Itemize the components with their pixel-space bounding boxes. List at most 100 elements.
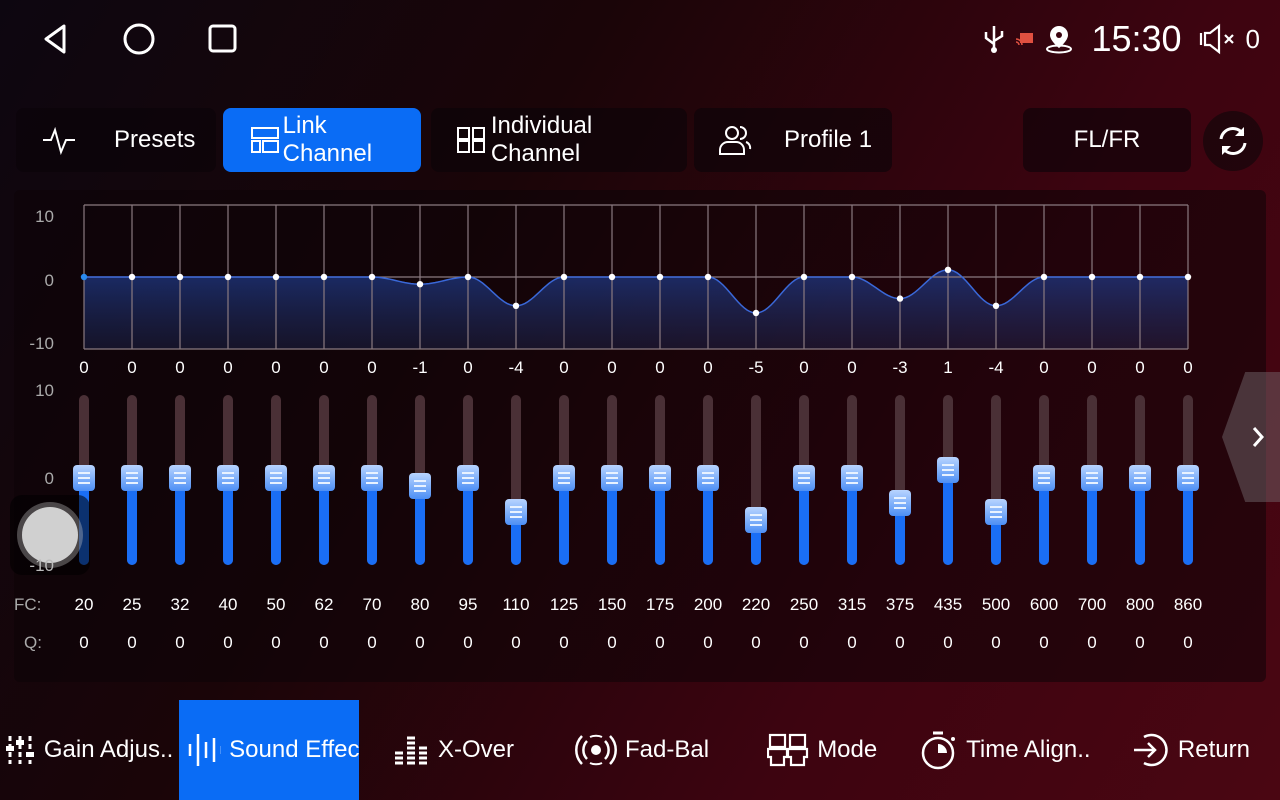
slider-handle[interactable] <box>217 465 239 491</box>
slider-handle[interactable] <box>313 465 335 491</box>
fc-value: 500 <box>981 595 1011 614</box>
bottom-label: X-Over <box>437 736 514 763</box>
eq-point <box>1136 273 1144 281</box>
bottom-label: Sound Effec <box>229 736 360 763</box>
fc-value: 600 <box>1029 595 1059 614</box>
q-row-label: Q: <box>24 633 42 652</box>
slider-handle[interactable] <box>1033 465 1055 491</box>
eq-point <box>464 273 472 281</box>
slider-handle[interactable] <box>745 507 767 533</box>
slider-fill <box>1087 478 1097 565</box>
gain-value-label: -1 <box>412 358 428 377</box>
slider-handle[interactable] <box>1177 465 1199 491</box>
eq-point <box>368 273 376 281</box>
bottom-gain-adjust[interactable]: Gain Adjus.. <box>0 700 179 800</box>
tab-presets[interactable]: Presets <box>16 108 216 172</box>
reset-button[interactable] <box>1203 111 1263 171</box>
slider-track[interactable] <box>751 395 761 565</box>
cast-icon <box>1016 33 1034 46</box>
users-icon <box>719 126 752 155</box>
channel-select-button[interactable]: FL/FR <box>1023 108 1191 172</box>
eq-panel <box>14 190 1266 682</box>
eq-point <box>608 273 616 281</box>
return-icon <box>1133 733 1168 767</box>
eq-point <box>80 273 88 281</box>
bottom-fad-bal[interactable]: Fad-Bal <box>549 700 736 800</box>
slider-track[interactable] <box>991 395 1001 565</box>
sound-wave-icon <box>188 734 222 766</box>
q-value: 0 <box>943 633 953 652</box>
slider-y-label: 10 <box>35 381 54 400</box>
slider-handle[interactable] <box>793 465 815 491</box>
refresh-icon <box>1219 127 1247 155</box>
slider-handle[interactable] <box>73 465 95 491</box>
fc-value: 800 <box>1125 595 1155 614</box>
slider-handle[interactable] <box>985 498 1007 525</box>
gain-value-label: -3 <box>892 358 908 377</box>
eq-curve-graph <box>80 204 1192 350</box>
slider-handle[interactable] <box>553 465 575 491</box>
gain-value-label: -4 <box>988 358 1004 377</box>
waveform-icon <box>43 126 75 155</box>
fc-value: 250 <box>789 595 819 614</box>
eq-point <box>1184 273 1192 281</box>
gain-value-label: 1 <box>943 358 953 377</box>
tab-profile[interactable]: Profile 1 <box>694 108 892 172</box>
q-value: 0 <box>223 633 233 652</box>
bottom-x-over[interactable]: X-Over <box>359 700 548 800</box>
bottom-mode[interactable]: Mode <box>736 700 909 800</box>
slider-handle[interactable] <box>409 473 431 500</box>
slider-fill <box>991 511 1001 565</box>
slider-handle[interactable] <box>1081 465 1103 491</box>
tab-individual-channel[interactable]: Individual Channel <box>431 108 687 172</box>
slider-handle[interactable] <box>1129 465 1151 491</box>
eq-point <box>1040 273 1048 281</box>
slider-fill <box>511 511 521 565</box>
slider-handle[interactable] <box>697 465 719 491</box>
gain-value-label: 0 <box>319 358 329 377</box>
fc-value: 220 <box>741 595 771 614</box>
q-value: 0 <box>559 633 569 652</box>
slider-track[interactable] <box>511 395 521 565</box>
slider-fill <box>463 478 473 565</box>
slider-fill <box>703 478 713 565</box>
gain-value-label: 0 <box>463 358 473 377</box>
recents-icon[interactable] <box>208 24 238 54</box>
gain-value-label: 0 <box>703 358 713 377</box>
bottom-label: Time Align.. <box>966 736 1091 763</box>
gain-value-label: 0 <box>1135 358 1145 377</box>
q-value: 0 <box>1087 633 1097 652</box>
tab-link-channel[interactable]: Link Channel <box>223 108 421 172</box>
slider-handle[interactable] <box>361 465 383 491</box>
eq-point <box>704 273 712 281</box>
slider-fill <box>175 478 185 565</box>
home-icon[interactable] <box>122 22 156 56</box>
slider-handle[interactable] <box>937 456 959 483</box>
grid-icon <box>457 127 485 153</box>
bottom-label: Gain Adjus.. <box>43 736 174 763</box>
fc-value: 70 <box>362 595 382 614</box>
slider-handle[interactable] <box>841 465 863 491</box>
slider-handle[interactable] <box>889 490 911 517</box>
bottom-return[interactable]: Return <box>1102 700 1280 800</box>
bottom-sound-effect[interactable]: Sound Effec <box>179 700 360 800</box>
back-icon[interactable] <box>40 22 72 56</box>
graph-y-label: 10 <box>35 207 54 226</box>
slider-handle[interactable] <box>649 465 671 491</box>
eq-point <box>224 273 232 281</box>
bottom-time-align[interactable]: Time Align.. <box>909 700 1102 800</box>
q-value: 0 <box>703 633 713 652</box>
slider-track[interactable] <box>895 395 905 565</box>
floating-assistive-button[interactable] <box>10 495 90 575</box>
fc-value: 125 <box>549 595 579 614</box>
slider-handle[interactable] <box>601 465 623 491</box>
slider-handle[interactable] <box>505 498 527 525</box>
tab-label: Individual Channel <box>490 112 593 167</box>
slider-handle[interactable] <box>457 465 479 491</box>
slider-handle[interactable] <box>265 465 287 491</box>
bottom-label: Return <box>1177 736 1250 763</box>
slider-handle[interactable] <box>169 465 191 491</box>
eq-point <box>800 273 808 281</box>
fc-row-label: FC: <box>14 595 42 614</box>
slider-handle[interactable] <box>121 465 143 491</box>
